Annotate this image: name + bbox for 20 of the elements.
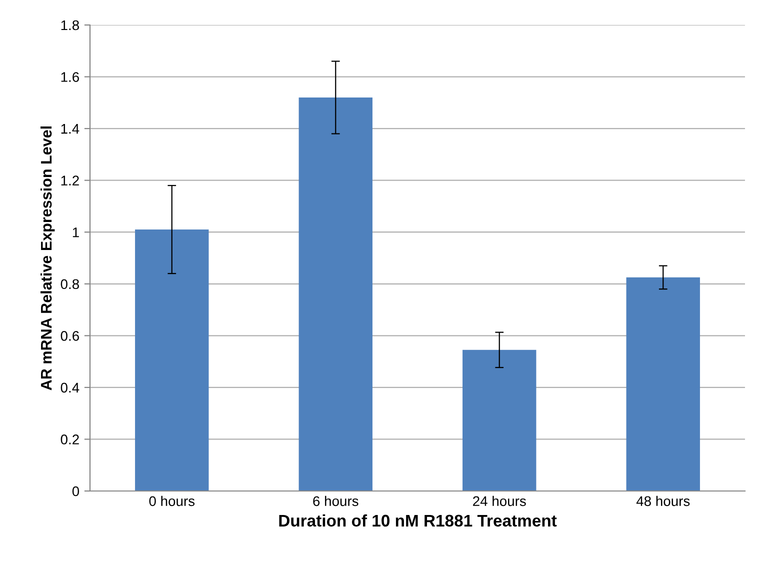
x-tick-label: 6 hours [313, 496, 358, 506]
bar [626, 277, 700, 491]
y-tick-label: 1.2 [61, 176, 79, 186]
y-tick-label: 1.8 [61, 20, 79, 30]
y-tick-label: 0.6 [60, 331, 79, 341]
y-tick-label: 0.4 [60, 382, 80, 393]
x-tick-label: 48 hours [636, 496, 690, 506]
y-tick-label: 0.8 [60, 279, 79, 290]
y-tick-label: 1 [72, 228, 79, 238]
bar [298, 97, 372, 491]
x-tick-label: 24 hours [473, 496, 526, 506]
x-axis-title: Duration of 10 nM R1881 Treatment [279, 514, 557, 527]
y-tick-label: 1.4 [61, 124, 80, 134]
y-tick-label: 0.2 [60, 434, 79, 444]
bar [135, 230, 209, 491]
x-tick-label: 0 hours [149, 496, 195, 506]
y-tick-label: 0 [72, 486, 80, 496]
bar [462, 350, 536, 491]
y-tick-label: 1.6 [61, 72, 79, 82]
y-axis-title: AR mRNA Relative Expression Level [40, 126, 55, 390]
